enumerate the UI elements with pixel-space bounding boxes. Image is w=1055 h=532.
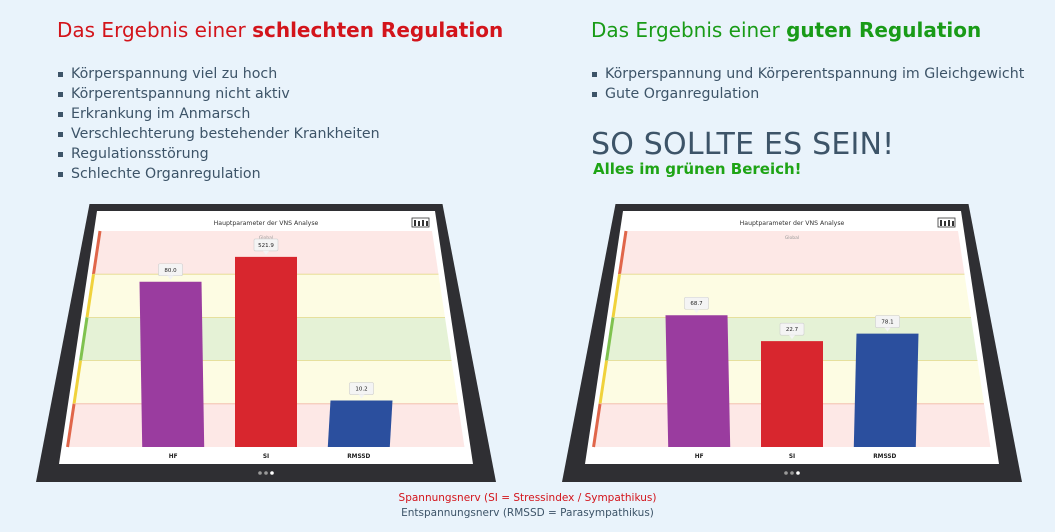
list-item: Schlechte Organregulation bbox=[57, 164, 380, 184]
bar-logo-icon bbox=[937, 217, 956, 228]
tablet-chart-good: Hauptparameter der VNS Analyse Global 68.7… bbox=[561, 203, 1023, 483]
chart-title: Hauptparameter der VNS Analyse bbox=[214, 220, 319, 227]
category-label-hf: HF bbox=[695, 454, 704, 460]
bar-rmssd bbox=[327, 400, 393, 447]
chart-svg: Hauptparameter der VNS Analyse Global 80.0… bbox=[36, 204, 496, 482]
zone-marker-yellow bbox=[85, 273, 95, 318]
list-item: Körperentspannung nicht aktiv bbox=[57, 84, 380, 104]
list-item: Körperspannung und Körperentspannung im … bbox=[591, 64, 1024, 84]
bar-logo-icon bbox=[411, 217, 430, 228]
bad-bullet-list: Körperspannung viel zu hoch Körperentspa… bbox=[57, 64, 380, 184]
bar-rmssd bbox=[853, 333, 919, 447]
good-bullet-list: Körperspannung und Körperentspannung im … bbox=[591, 64, 1024, 104]
category-label-hf: HF bbox=[169, 454, 178, 460]
footer-parasympathetic-note: Entspannungsnerv (RMSSD = Parasympathiku… bbox=[401, 507, 654, 519]
global-annotation: Global bbox=[785, 235, 799, 241]
category-label-si: SI bbox=[263, 454, 269, 460]
bar-si bbox=[761, 341, 823, 447]
page-dots-icon bbox=[784, 471, 800, 475]
zone-band-yellow bbox=[613, 274, 971, 318]
value-label-si: 22.7 bbox=[779, 322, 805, 340]
bad-heading-emphasis: schlechten Regulation bbox=[252, 18, 504, 42]
svg-text:521.9: 521.9 bbox=[258, 243, 274, 249]
list-item: Gute Organregulation bbox=[591, 84, 1024, 104]
list-item: Regulationsstörung bbox=[57, 144, 380, 164]
value-label-hf: 80.0 bbox=[158, 263, 183, 280]
zone-marker-yellow bbox=[611, 273, 621, 318]
value-label-rmssd: 78.1 bbox=[875, 315, 900, 332]
zone-marker-yellow bbox=[72, 360, 83, 405]
bad-heading: Das Ergebnis einer schlechten Regulation bbox=[57, 18, 504, 42]
green-range-note: Alles im grünen Bereich! bbox=[593, 160, 802, 178]
svg-text:78.1: 78.1 bbox=[881, 320, 893, 326]
good-heading: Das Ergebnis einer guten Regulation bbox=[591, 18, 982, 42]
svg-text:80.0: 80.0 bbox=[164, 268, 177, 274]
zone-marker-red bbox=[592, 403, 602, 448]
svg-text:22.7: 22.7 bbox=[786, 327, 799, 333]
value-label-hf: 68.7 bbox=[684, 296, 709, 314]
value-label-si: 521.9 bbox=[253, 238, 279, 255]
good-heading-emphasis: guten Regulation bbox=[786, 18, 982, 42]
bar-hf bbox=[665, 315, 731, 447]
bar-hf bbox=[139, 281, 205, 447]
list-item: Körperspannung viel zu hoch bbox=[57, 64, 380, 84]
list-item: Verschlechterung bestehender Krankheiten bbox=[57, 124, 380, 144]
svg-text:10.2: 10.2 bbox=[355, 387, 367, 393]
chart-svg: Hauptparameter der VNS Analyse Global 68.7… bbox=[562, 204, 1022, 482]
zone-marker-red bbox=[66, 403, 76, 448]
category-label-si: SI bbox=[789, 454, 795, 460]
list-item: Erkrankung im Anmarsch bbox=[57, 104, 380, 124]
svg-text:68.7: 68.7 bbox=[690, 301, 703, 307]
zone-marker-red bbox=[92, 230, 102, 275]
chart-title: Hauptparameter der VNS Analyse bbox=[740, 220, 845, 227]
footer-sympathetic-note: Spannungsnerv (SI = Stressindex / Sympat… bbox=[398, 492, 657, 504]
category-label-rmssd: RMSSD bbox=[873, 454, 896, 460]
bar-si bbox=[235, 256, 297, 447]
value-label-rmssd: 10.2 bbox=[349, 382, 374, 399]
tablet-chart-bad: Hauptparameter der VNS Analyse Global 80.0… bbox=[35, 203, 497, 483]
zone-marker-red bbox=[618, 230, 628, 275]
zone-marker-yellow bbox=[598, 360, 609, 405]
zone-marker-green bbox=[605, 317, 615, 361]
category-label-rmssd: RMSSD bbox=[347, 454, 370, 460]
big-statement: SO SOLLTE ES SEIN! bbox=[591, 127, 895, 162]
zone-marker-green bbox=[79, 317, 89, 361]
global-annotation: Global bbox=[259, 235, 273, 241]
page-dots-icon bbox=[258, 471, 274, 475]
zone-band-red bbox=[619, 231, 965, 275]
